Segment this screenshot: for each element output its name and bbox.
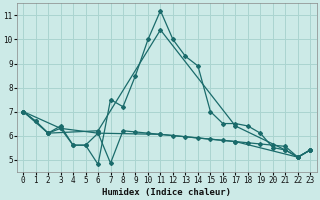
X-axis label: Humidex (Indice chaleur): Humidex (Indice chaleur) [102,188,231,197]
